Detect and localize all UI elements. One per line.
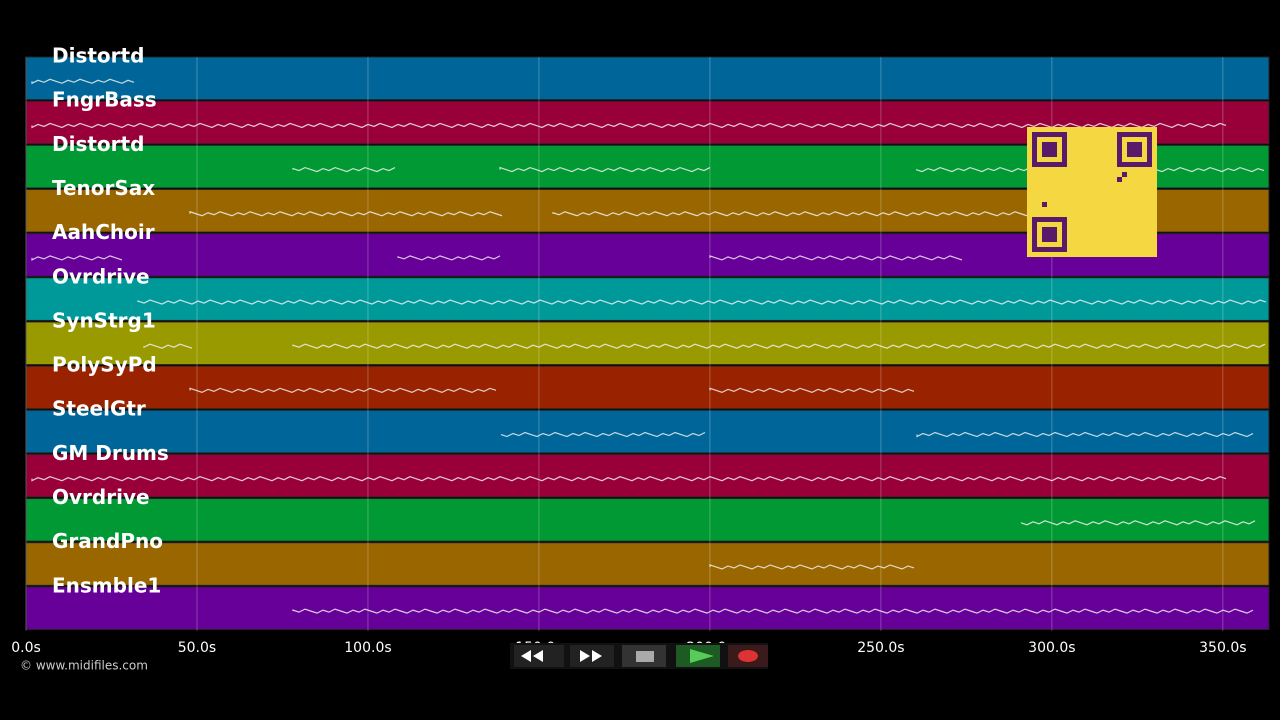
note-line [31, 476, 1227, 482]
play-button[interactable] [676, 645, 720, 667]
track-row [25, 277, 1270, 321]
track-row [25, 498, 1270, 542]
qr-cell [1042, 202, 1047, 207]
note-line [143, 343, 193, 349]
track-name: Distortd [52, 44, 144, 68]
tick-label: 0.0s [11, 640, 41, 656]
qr-finder [1042, 227, 1057, 242]
track-name: GrandPno [52, 529, 163, 553]
track-row [25, 321, 1270, 366]
note-line [31, 122, 1227, 129]
stop-button[interactable] [622, 645, 666, 667]
track-name: PolySyPd [52, 353, 157, 377]
track-name: SteelGtr [52, 397, 146, 421]
note-line [292, 343, 1266, 349]
track-name: Ovrdrive [52, 485, 150, 509]
qr-cell [1122, 172, 1127, 177]
notes [31, 78, 1267, 614]
fast-forward-button[interactable] [570, 645, 614, 667]
track-name: SynStrg1 [52, 308, 156, 332]
note-line [499, 166, 711, 173]
record-button[interactable] [728, 645, 768, 667]
track-name: Ensmble1 [52, 573, 161, 597]
track-name: AahChoir [52, 220, 155, 244]
note-line [709, 387, 915, 394]
note-line [916, 431, 1254, 438]
note-line [31, 78, 135, 85]
note-line [1020, 520, 1256, 526]
note-line [500, 431, 706, 438]
track-row [25, 365, 1270, 410]
qr-cell [1117, 177, 1122, 182]
transport-controls [510, 643, 768, 669]
note-line [292, 608, 1254, 614]
track-name: FngrBass [52, 88, 157, 112]
track-row [25, 542, 1270, 586]
note-line [137, 299, 1267, 305]
note-line [31, 255, 123, 261]
tick-label: 250.0s [857, 640, 904, 656]
note-line [189, 387, 497, 394]
track-row [25, 409, 1270, 454]
qr-finder [1042, 142, 1057, 157]
tick-label: 300.0s [1028, 640, 1075, 656]
rewind-button[interactable] [514, 645, 564, 667]
tick-label: 50.0s [178, 640, 216, 656]
tick-label: 100.0s [344, 640, 391, 656]
track-labels: Distortd FngrBass Distortd TenorSax AahChoir… [52, 44, 169, 598]
track-name: Distortd [52, 132, 144, 156]
track-row [25, 56, 1270, 101]
track-name: Ovrdrive [52, 264, 150, 288]
qr-finder [1127, 142, 1142, 157]
qr-code [1027, 127, 1157, 257]
note-line [709, 564, 915, 570]
track-name: GM Drums [52, 441, 169, 465]
track-row [25, 586, 1270, 630]
note-line [292, 166, 396, 173]
note-line [552, 211, 1028, 217]
note-line [189, 210, 503, 217]
track-row [25, 453, 1270, 498]
track-name: TenorSax [52, 176, 155, 200]
copyright: © www.midifiles.com [20, 659, 148, 673]
note-line [397, 255, 501, 261]
tick-label: 350.0s [1199, 640, 1246, 656]
note-line [709, 255, 963, 261]
